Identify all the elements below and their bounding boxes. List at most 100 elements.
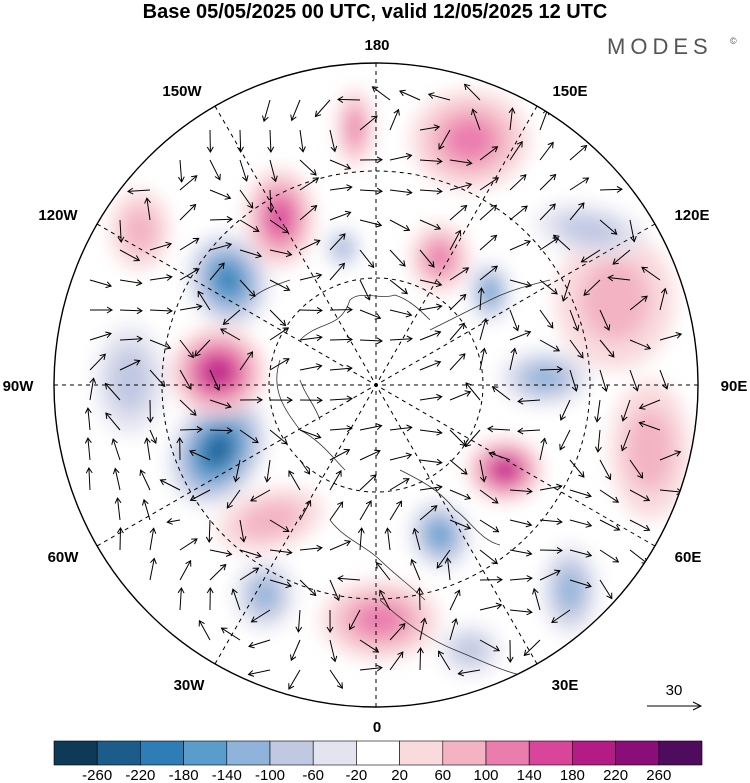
wind-vector bbox=[509, 519, 533, 528]
wind-vector bbox=[509, 140, 523, 161]
wind-vector bbox=[239, 219, 260, 232]
wind-vector bbox=[149, 274, 173, 281]
colorbar-tick-label: 180 bbox=[560, 767, 585, 783]
wind-vector bbox=[539, 141, 554, 161]
wind-vector bbox=[222, 309, 241, 326]
anomaly-positive-center bbox=[170, 327, 266, 417]
wind-vector bbox=[419, 393, 443, 401]
wind-vector bbox=[179, 369, 192, 390]
wind-vector bbox=[551, 609, 571, 624]
wind-vector bbox=[389, 478, 410, 491]
wind-vector bbox=[389, 188, 413, 196]
wind-vector bbox=[149, 557, 157, 581]
wind-vector bbox=[329, 233, 346, 251]
colorbar-swatch bbox=[226, 740, 271, 766]
wind-vector bbox=[209, 159, 221, 181]
wind-vector bbox=[269, 396, 293, 404]
wind-vector bbox=[337, 96, 361, 104]
wind-vector bbox=[239, 189, 254, 209]
colorbar-swatch bbox=[183, 740, 228, 766]
wind-vector bbox=[179, 559, 192, 581]
wind-vector bbox=[144, 197, 151, 221]
wind-vector bbox=[659, 332, 683, 341]
wind-vector bbox=[506, 639, 514, 663]
wind-vector bbox=[539, 279, 558, 295]
wind-vector bbox=[237, 129, 244, 153]
anomaly-negative-center bbox=[409, 500, 471, 570]
wind-vector bbox=[359, 115, 378, 131]
wind-vector bbox=[419, 330, 442, 341]
wind-vector bbox=[449, 617, 459, 641]
reference-vector-arrowhead bbox=[692, 701, 703, 711]
wind-vector bbox=[177, 587, 185, 611]
wind-vector bbox=[419, 187, 443, 195]
wind-vector bbox=[269, 429, 288, 445]
wind-vector bbox=[477, 287, 485, 311]
wind-vector bbox=[389, 500, 402, 521]
wind-vector bbox=[449, 182, 473, 191]
wind-vector bbox=[209, 215, 233, 223]
wind-vector bbox=[569, 202, 585, 221]
wind-vector bbox=[444, 557, 452, 581]
wind-vector bbox=[89, 279, 113, 289]
wind-vector bbox=[250, 609, 271, 623]
wind-vector bbox=[337, 575, 361, 583]
latitude-circle bbox=[268, 277, 484, 493]
wind-vector bbox=[329, 129, 338, 153]
colorbar-swatch bbox=[356, 740, 400, 766]
wind-vector bbox=[449, 489, 472, 500]
wind-vector bbox=[509, 575, 533, 582]
wind-vector bbox=[552, 234, 571, 251]
wind-vector bbox=[299, 177, 320, 191]
wind-vector bbox=[209, 549, 233, 557]
wind-vector bbox=[569, 144, 588, 161]
wind-vector bbox=[239, 519, 247, 543]
wind-vector bbox=[146, 399, 154, 423]
wind-vector bbox=[149, 339, 172, 350]
wind-vector bbox=[299, 459, 311, 475]
anomaly-contour-fill bbox=[427, 243, 453, 273]
wind-vector bbox=[359, 187, 383, 195]
wind-vector bbox=[532, 587, 541, 611]
wind-vector bbox=[599, 339, 615, 358]
wind-vector bbox=[612, 249, 631, 265]
wind-vector bbox=[329, 425, 353, 433]
wind-vector bbox=[348, 609, 361, 631]
wind-vector bbox=[299, 429, 322, 440]
wind-vector bbox=[416, 647, 424, 671]
wind-vector bbox=[569, 177, 590, 191]
anomaly-contour-fill bbox=[252, 580, 278, 610]
wind-vector bbox=[119, 249, 141, 262]
wind-vector bbox=[389, 651, 404, 671]
wind-vector bbox=[479, 265, 498, 281]
colorbar-swatch bbox=[140, 740, 184, 766]
anomaly-contour-fill bbox=[526, 366, 564, 390]
wind-vector bbox=[359, 639, 380, 653]
wind-vector bbox=[479, 519, 500, 533]
wind-vector bbox=[559, 399, 571, 421]
wind-vector bbox=[359, 664, 383, 672]
wind-vector bbox=[149, 429, 157, 444]
wind-vector bbox=[599, 185, 623, 193]
wind-vector bbox=[269, 579, 293, 589]
lon-label-150e: 150E bbox=[552, 83, 587, 100]
anomaly-positive-center bbox=[555, 230, 675, 370]
wind-vector bbox=[359, 474, 377, 491]
colorbar-tick-label: 140 bbox=[517, 767, 542, 783]
wind-vector bbox=[176, 437, 184, 461]
lon-label-90w: 90W bbox=[3, 378, 35, 395]
wind-vector bbox=[205, 519, 213, 543]
wind-vector bbox=[438, 129, 451, 150]
colorbar-swatch bbox=[442, 740, 487, 766]
wind-vector bbox=[359, 423, 383, 431]
wind-vector bbox=[220, 328, 241, 341]
wind-vector bbox=[389, 108, 400, 131]
wind-vector bbox=[269, 309, 287, 327]
wind-vector bbox=[389, 279, 408, 295]
anomaly-contour-fill bbox=[483, 282, 497, 302]
wind-vector bbox=[248, 639, 271, 649]
wind-vector bbox=[329, 395, 353, 403]
wind-vector bbox=[569, 549, 593, 558]
brand-logo: MODES © bbox=[607, 34, 737, 59]
wind-vector bbox=[290, 99, 301, 122]
